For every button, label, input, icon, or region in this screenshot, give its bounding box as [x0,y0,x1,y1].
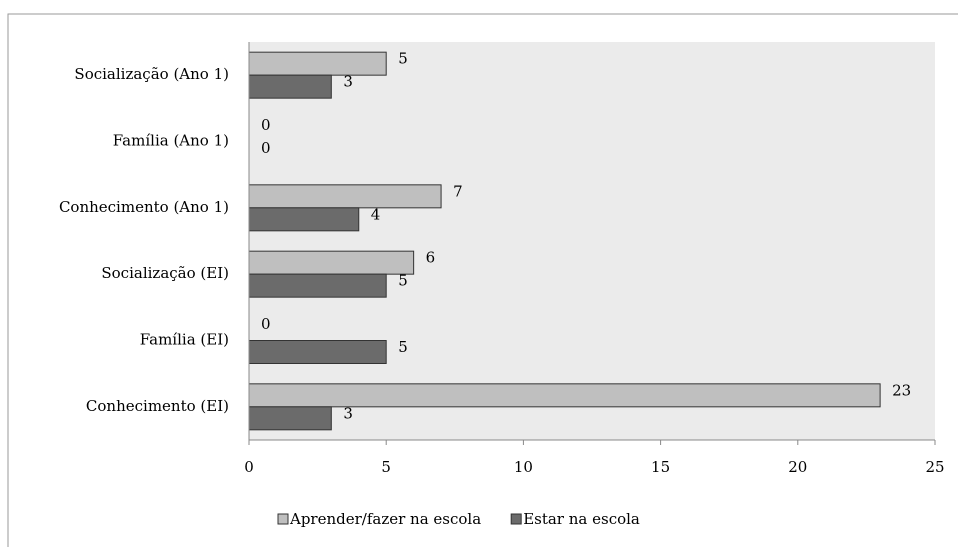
y-tick-label: Família (Ano 1) [113,132,229,150]
y-tick-label: Conhecimento (Ano 1) [59,198,229,216]
bar [248,74,332,99]
y-tick-label: Socialização (EI) [101,264,229,282]
data-label: 3 [343,404,353,422]
plot-area [249,42,935,440]
data-label: 4 [371,205,381,223]
data-label: 5 [398,272,408,290]
legend-label: Estar na escola [523,510,640,528]
bar [248,340,387,364]
x-tick-label: 0 [244,458,254,476]
x-tick-label: 15 [651,458,670,476]
y-tick-label: Família (EI) [140,331,229,349]
data-label: 0 [261,315,271,333]
y-tick-label: Socialização (Ano 1) [74,65,229,83]
x-tick-label: 10 [514,458,533,476]
data-label: 6 [426,249,436,267]
data-label: 5 [398,338,408,356]
legend-swatch [510,513,522,525]
y-tick-label: Conhecimento (EI) [86,397,229,415]
legend-swatch [277,513,289,525]
data-label: 5 [398,50,408,68]
data-label: 0 [261,116,271,134]
data-label: 0 [261,139,271,157]
data-label: 3 [343,73,353,91]
x-tick-label: 5 [381,458,391,476]
bar [248,250,415,275]
x-tick-label: 20 [788,458,807,476]
legend-label: Aprender/fazer na escola [289,510,481,528]
bar [248,51,387,76]
data-label: 23 [892,381,911,399]
bar [248,273,387,298]
bar [248,207,360,232]
bar [248,184,442,209]
x-tick-label: 25 [925,458,944,476]
bar [248,406,332,431]
data-label: 7 [453,182,463,200]
